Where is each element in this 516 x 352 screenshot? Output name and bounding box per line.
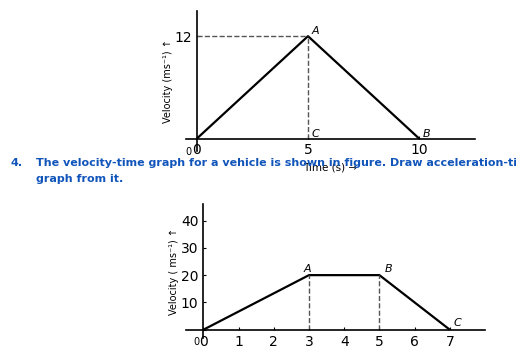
Text: 0: 0 <box>194 337 199 347</box>
Text: 4.: 4. <box>10 158 22 168</box>
Text: B: B <box>385 264 392 274</box>
Text: C: C <box>454 318 461 328</box>
X-axis label: Time (s) →: Time (s) → <box>303 163 357 173</box>
Text: The velocity-time graph for a vehicle is shown in figure. Draw acceleration-time: The velocity-time graph for a vehicle is… <box>36 158 516 168</box>
Text: A: A <box>311 26 319 36</box>
Y-axis label: Velocity (ms⁻¹) ↑: Velocity (ms⁻¹) ↑ <box>163 39 173 123</box>
Text: A: A <box>304 264 311 274</box>
Text: B: B <box>423 129 430 139</box>
Text: C: C <box>311 129 319 139</box>
Text: 0: 0 <box>185 147 191 157</box>
Y-axis label: Velocity ( ms⁻¹) ↑: Velocity ( ms⁻¹) ↑ <box>169 227 180 315</box>
Text: graph from it.: graph from it. <box>36 174 123 184</box>
